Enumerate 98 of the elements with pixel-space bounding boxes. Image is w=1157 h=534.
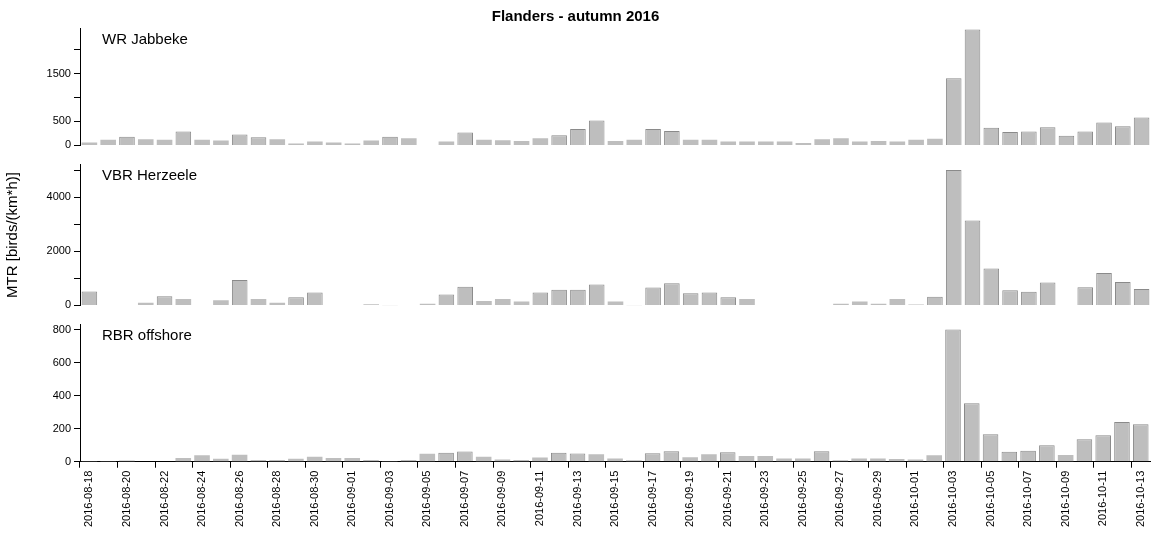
y-tick-label: 400: [52, 388, 71, 401]
x-tick-label: 2016-09-13: [570, 470, 583, 528]
x-tick-label: 2016-10-07: [1021, 470, 1034, 528]
bar: [682, 139, 699, 145]
bar: [851, 458, 867, 462]
bar: [757, 456, 774, 462]
x-tick-label: 2016-08-20: [119, 470, 132, 528]
x-tick-label: 2016-09-27: [833, 470, 846, 528]
bar: [851, 141, 868, 145]
x-tick-label: 2016-09-01: [345, 470, 358, 528]
x-tick-label: 2016-09-21: [720, 470, 733, 528]
bar: [156, 139, 173, 145]
x-tick-label: 2016-10-03: [946, 470, 959, 528]
x-tick-label: 2016-08-28: [270, 470, 283, 528]
bar: [870, 458, 886, 462]
bar: [682, 457, 698, 462]
bar: [344, 457, 361, 462]
annotation: WR Jabbeke: [102, 29, 188, 47]
bar: [888, 459, 905, 462]
bar: [213, 140, 229, 145]
bar: [889, 298, 906, 305]
bar: [269, 139, 286, 145]
chart-title: Flanders - autumn 2016: [491, 7, 660, 25]
bar: [137, 302, 154, 305]
bar: [100, 139, 116, 145]
bar: [194, 139, 210, 145]
y-tick-label: 600: [52, 355, 71, 368]
y-tick-label: 800: [52, 322, 71, 335]
y-tick-label: 0: [64, 138, 71, 151]
bar: [926, 455, 943, 462]
bar: [175, 457, 192, 462]
bar: [532, 138, 549, 145]
bar: [720, 141, 737, 145]
bar: [1057, 454, 1074, 462]
x-tick-label: 2016-09-05: [420, 470, 433, 528]
bar: [739, 298, 755, 305]
x-tick-label: 2016-09-25: [795, 470, 808, 528]
x-tick-label: 2016-10-13: [1133, 470, 1146, 528]
bar: [738, 456, 755, 462]
bar: [776, 458, 792, 462]
bar: [494, 140, 511, 145]
bar: [814, 139, 830, 145]
annotation: RBR offshore: [102, 326, 192, 344]
bar: [494, 298, 511, 305]
bar: [626, 139, 643, 145]
bar: [851, 301, 868, 305]
x-tick-label: 2016-10-11: [1096, 470, 1109, 527]
y-axis-title: MTR [birds/(km*h)]: [3, 172, 21, 298]
bar: [476, 301, 492, 305]
bar: [307, 141, 323, 145]
x-tick-label: 2016-09-07: [457, 470, 470, 528]
x-tick-label: 2016-09-23: [758, 470, 771, 528]
x-tick-label: 2016-08-26: [232, 470, 245, 528]
bar: [607, 141, 624, 145]
bar: [175, 298, 192, 305]
y-tick-label: 1500: [46, 66, 71, 79]
x-tick-label: 2016-10-01: [908, 470, 921, 528]
x-tick-label: 2016-09-03: [382, 470, 395, 528]
bar: [701, 139, 718, 145]
bar: [588, 454, 605, 462]
y-tick-label: 2000: [46, 244, 71, 257]
bar: [739, 141, 755, 145]
bar: [701, 454, 717, 462]
y-tick-label: 500: [52, 114, 71, 127]
y-tick-label: 0: [64, 298, 71, 311]
bar: [927, 138, 943, 145]
x-tick-label: 2016-08-24: [195, 470, 208, 528]
bar: [476, 139, 492, 145]
bar: [908, 139, 924, 145]
x-tick-label: 2016-09-11: [533, 470, 545, 527]
y-tick-label: 0: [64, 454, 71, 467]
x-tick-label: 2016-09-15: [608, 470, 621, 528]
bar: [250, 298, 267, 305]
bar: [419, 453, 436, 462]
x-tick-label: 2016-08-22: [157, 470, 170, 528]
bar: [607, 458, 623, 462]
bar: [137, 139, 154, 145]
bar: [401, 138, 417, 145]
bar: [213, 300, 229, 305]
bar: [194, 455, 210, 462]
bar: [363, 140, 380, 145]
x-tick-label: 2016-09-17: [645, 470, 658, 528]
bar: [870, 141, 887, 145]
bar: [513, 141, 530, 145]
bar: [833, 138, 849, 145]
x-tick-label: 2016-09-09: [495, 470, 508, 528]
x-tick-label: 2016-10-05: [983, 470, 996, 528]
x-tick-label: 2016-09-19: [683, 470, 696, 528]
y-tick-label: 4000: [46, 190, 71, 203]
bar: [269, 302, 286, 305]
annotation: VBR Herzeele: [102, 166, 198, 184]
x-tick-label: 2016-08-30: [307, 470, 320, 528]
y-tick-label: 200: [52, 421, 71, 434]
x-tick-label: 2016-10-09: [1058, 470, 1071, 528]
x-tick-label: 2016-08-18: [82, 470, 95, 528]
x-tick-label: 2016-09-29: [870, 470, 883, 528]
bar: [795, 458, 811, 462]
bar: [758, 141, 774, 145]
